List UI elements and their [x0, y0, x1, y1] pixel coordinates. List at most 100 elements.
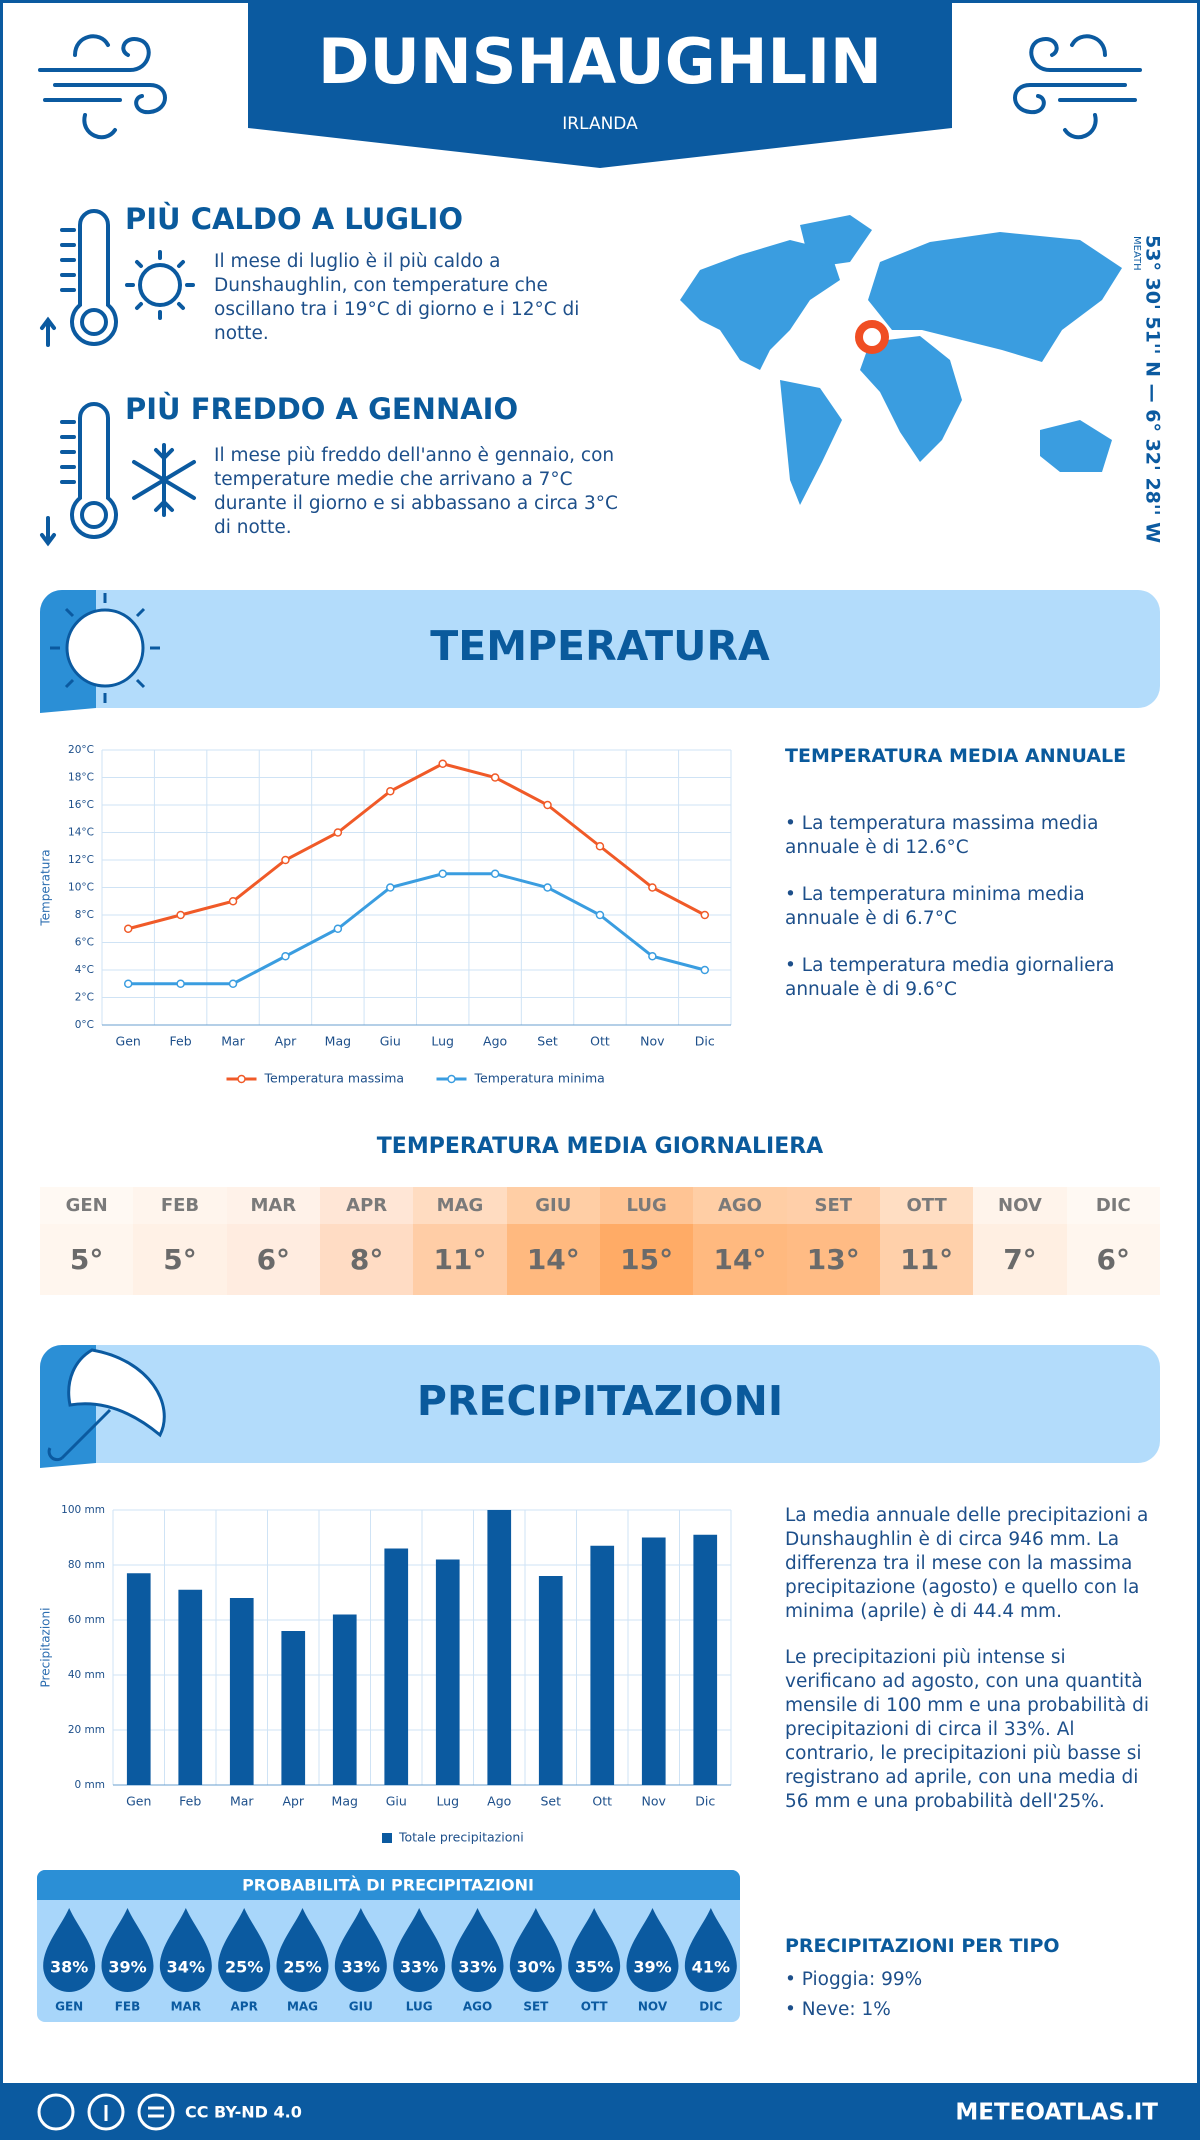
wind-icon: [38, 34, 167, 140]
x-tick-label: Feb: [179, 1794, 201, 1809]
hottest-text: Il mese di luglio è il più caldo a Dunsh…: [214, 251, 580, 344]
y-tick-label: 18°C: [68, 772, 94, 784]
drop: [684, 1908, 737, 1992]
drop: [159, 1908, 212, 1992]
y-tick-label: 100 mm: [61, 1504, 105, 1516]
bar: [126, 1573, 151, 1785]
y-tick-label: 16°C: [68, 799, 94, 811]
table-column: APR 8°: [319, 1187, 414, 1295]
x-tick-label: Giu: [380, 1034, 401, 1049]
bar: [641, 1537, 666, 1785]
point: [281, 855, 290, 865]
bar: [693, 1534, 718, 1785]
drop-month: LUG: [406, 2000, 433, 2014]
umbrella-icon: [47, 1348, 166, 1462]
x-tick-label: Dic: [695, 1034, 715, 1049]
bar: [538, 1576, 563, 1785]
y-tick-label: 6°C: [75, 937, 94, 949]
point: [543, 883, 552, 892]
x-tick-label: Set: [537, 1034, 558, 1049]
point: [228, 897, 238, 906]
drop: [451, 1908, 504, 1992]
bar: [384, 1548, 409, 1785]
x-tick-label: Apr: [282, 1794, 304, 1809]
y-tick-label: 60 mm: [68, 1614, 105, 1626]
bullet: • La temperatura minima media annuale è …: [785, 884, 1085, 929]
point: [123, 924, 133, 933]
month-value: 8°: [349, 1243, 384, 1276]
table-column: AGO 14°: [693, 1187, 787, 1295]
paragraph: Le precipitazioni più intense si verific…: [785, 1647, 1149, 1812]
month-header: FEB: [133, 1187, 227, 1224]
x-tick-label: Dic: [695, 1794, 715, 1809]
drop-value: 39%: [108, 1958, 146, 1977]
month-header: LUG: [599, 1187, 694, 1224]
sun-icon: [50, 593, 160, 703]
y-tick-label: 20 mm: [68, 1724, 105, 1736]
hottest-title: PIÙ CALDO A LUGLIO: [125, 202, 463, 236]
footer-bg: [0, 2083, 1200, 2140]
table-column: DIC 6°: [1066, 1187, 1160, 1295]
drop: [393, 1908, 446, 1992]
line: [128, 872, 706, 986]
bullet: • La temperatura massima media annuale è…: [785, 813, 1099, 858]
point: [281, 952, 290, 961]
legend-swatch: [237, 1074, 246, 1084]
point: [386, 883, 395, 892]
panel-title: PROBABILITÀ DI PRECIPITAZIONI: [242, 1876, 534, 1895]
drop-month: GEN: [55, 2000, 83, 2014]
license-icons: [37, 2093, 175, 2131]
y-axis-title: Precipitazioni: [39, 1608, 53, 1688]
location-marker: [855, 320, 889, 354]
month-header: GEN: [40, 1187, 134, 1224]
drop-value: 25%: [225, 1958, 263, 1977]
month-header: AGO: [693, 1187, 787, 1224]
drop-value: 33%: [342, 1958, 380, 1977]
banner-bg: [40, 590, 1160, 708]
type-item: • Neve: 1%: [785, 1999, 891, 2020]
drop: [509, 1908, 562, 1992]
point: [700, 910, 710, 920]
section-title: TEMPERATURA: [430, 622, 770, 670]
y-tick-label: 4°C: [75, 964, 94, 976]
point: [490, 869, 500, 878]
x-tick-label: Mar: [230, 1794, 254, 1809]
drop-value: 38%: [50, 1958, 88, 1977]
y-tick-label: 0°C: [75, 1019, 94, 1031]
y-tick-label: 0 mm: [75, 1779, 105, 1791]
drop-month: MAG: [287, 2000, 318, 2014]
month-header: DIC: [1066, 1187, 1160, 1224]
world-map: [680, 215, 1122, 505]
x-tick-label: Ago: [487, 1794, 511, 1809]
month-header: OTT: [879, 1187, 974, 1224]
x-tick-label: Lug: [431, 1034, 454, 1049]
y-tick-label: 2°C: [75, 992, 94, 1004]
coldest-title: PIÙ FREDDO A GENNAIO: [125, 392, 519, 426]
point: [648, 883, 657, 892]
point: [490, 773, 500, 782]
probability-panel: PROBABILITÀ DI PRECIPITAZIONI 38% GEN 39% F…: [37, 1870, 740, 2022]
footer: CC BY-ND 4.0 METEOATLAS.IT: [0, 2083, 1200, 2140]
drop: [626, 1908, 679, 1992]
point: [648, 952, 657, 961]
drop-month: FEB: [115, 2000, 141, 2014]
bar: [178, 1589, 203, 1785]
point: [176, 910, 185, 920]
x-tick-label: Nov: [640, 1034, 665, 1049]
section-title: PRECIPITAZIONI: [417, 1377, 783, 1425]
y-tick-label: 20°C: [68, 744, 94, 756]
x-tick-label: Apr: [275, 1034, 297, 1049]
temperature-chart: 0°C 2°C 4°C 6°C 8°C 10°C 12°C 14°C 16°C 18°C 20°C T…: [39, 744, 732, 1086]
point: [123, 979, 133, 988]
table-column: FEB 5°: [133, 1187, 227, 1295]
month-value: 15°: [620, 1243, 674, 1276]
month-value: 6°: [1096, 1243, 1131, 1276]
y-tick-label: 10°C: [68, 882, 94, 894]
drop-value: 35%: [575, 1958, 613, 1977]
drop-month: MAR: [171, 2000, 201, 2014]
drop-value: 33%: [400, 1958, 438, 1977]
drop-month: AGO: [463, 2000, 492, 2014]
table-column: GEN 5°: [40, 1187, 134, 1295]
point: [176, 979, 185, 988]
